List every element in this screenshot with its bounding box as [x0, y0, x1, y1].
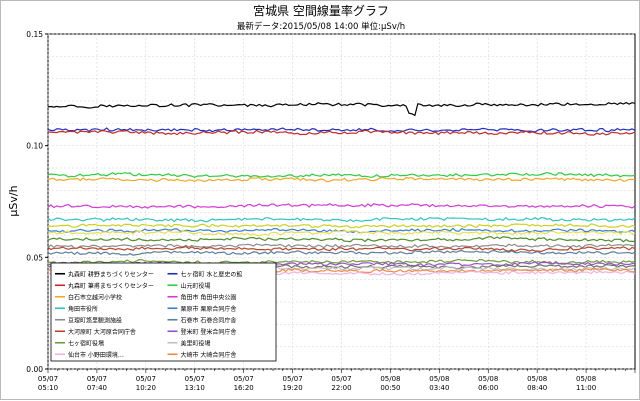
x-tick-date: 05/07	[282, 375, 302, 383]
x-tick-date: 05/08	[429, 375, 449, 383]
legend-label: 大崎市 大崎合同庁舎	[181, 351, 237, 359]
y-tick-label: 0.15	[26, 30, 43, 39]
chart-title: 宮城県 空間線量率グラフ	[253, 3, 389, 18]
series-lines	[47, 101, 636, 276]
x-tick-time: 16:20	[234, 384, 254, 392]
y-axis-label: μSv/h	[7, 185, 20, 216]
legend-label: 美里町役場	[181, 339, 211, 347]
x-tick-time: 05:10	[38, 384, 58, 392]
x-tick-time: 08:40	[527, 384, 547, 392]
series-line	[47, 127, 636, 133]
x-tick-date: 05/08	[478, 375, 498, 383]
x-tick-time: 19:20	[282, 384, 302, 392]
series-line	[47, 245, 636, 253]
series-line	[47, 171, 636, 178]
legend-label: 角田市 角田中央公園	[181, 293, 237, 301]
legend-label: 登米町 登米合同庁舎	[181, 328, 237, 336]
legend-label: 大河原町 大河原合同庁舎	[68, 328, 136, 336]
x-tick-time: 00:50	[380, 384, 400, 392]
series-line	[47, 216, 636, 223]
legend-label: 栗原市 栗原合同庁舎	[181, 305, 237, 313]
legend-label: 仙台市 小野田環境…	[68, 351, 124, 359]
x-tick-date: 05/08	[527, 375, 547, 383]
legend-box	[50, 262, 277, 362]
legend-label: 七ヶ宿町役場	[68, 339, 104, 347]
x-tick-date: 05/07	[185, 375, 205, 383]
series-line	[47, 227, 636, 234]
legend-label: 丸森町 筆甫まちづくりセンター	[68, 282, 154, 290]
series-line	[47, 229, 636, 237]
legend-label: 七ヶ宿町 水と歴史の館	[181, 270, 243, 278]
legend-label: 山元町役場	[181, 282, 211, 290]
y-tick-label: 0.05	[26, 253, 43, 262]
x-tick-date: 05/07	[331, 375, 351, 383]
x-tick-date: 05/07	[136, 375, 156, 383]
x-tick-date: 05/08	[576, 375, 596, 383]
series-line	[47, 236, 635, 243]
series-line	[47, 243, 636, 249]
series-line	[47, 203, 636, 209]
x-tick-date: 05/08	[380, 375, 400, 383]
series-line	[47, 101, 636, 117]
legend-label: 白石市立越河小学校	[68, 293, 122, 301]
series-line	[47, 249, 636, 256]
series-line	[47, 258, 636, 265]
x-tick-date: 05/07	[234, 375, 254, 383]
legend-label: 角田市役所	[68, 305, 98, 313]
x-tick-time: 10:20	[136, 384, 156, 392]
x-tick-date: 05/07	[38, 375, 58, 383]
x-tick-time: 13:10	[185, 384, 205, 392]
x-tick-time: 07:40	[87, 384, 107, 392]
x-tick-time: 11:00	[576, 384, 596, 392]
chart-subtitle: 最新データ:2015/05/08 14:00 単位:μSv/h	[237, 21, 405, 32]
x-tick-time: 06:00	[478, 384, 498, 392]
y-tick-label: 0.00	[26, 365, 43, 374]
series-line	[47, 176, 636, 183]
axes: 0.000.050.100.1505/0705:1005/0707:4005/0…	[26, 30, 636, 392]
legend-label: 丸森町 耕野まちづくりセンター	[68, 270, 154, 278]
x-tick-time: 03:40	[429, 384, 449, 392]
series-line	[47, 223, 636, 229]
x-tick-date: 05/07	[87, 375, 107, 383]
legend-label: 亘理町悠里観測施設	[68, 316, 122, 324]
y-tick-label: 0.10	[26, 142, 43, 151]
legend-label: 石巻市 石巻合同庁舎	[181, 316, 237, 324]
x-tick-time: 22:00	[331, 384, 351, 392]
series-line	[47, 129, 636, 136]
